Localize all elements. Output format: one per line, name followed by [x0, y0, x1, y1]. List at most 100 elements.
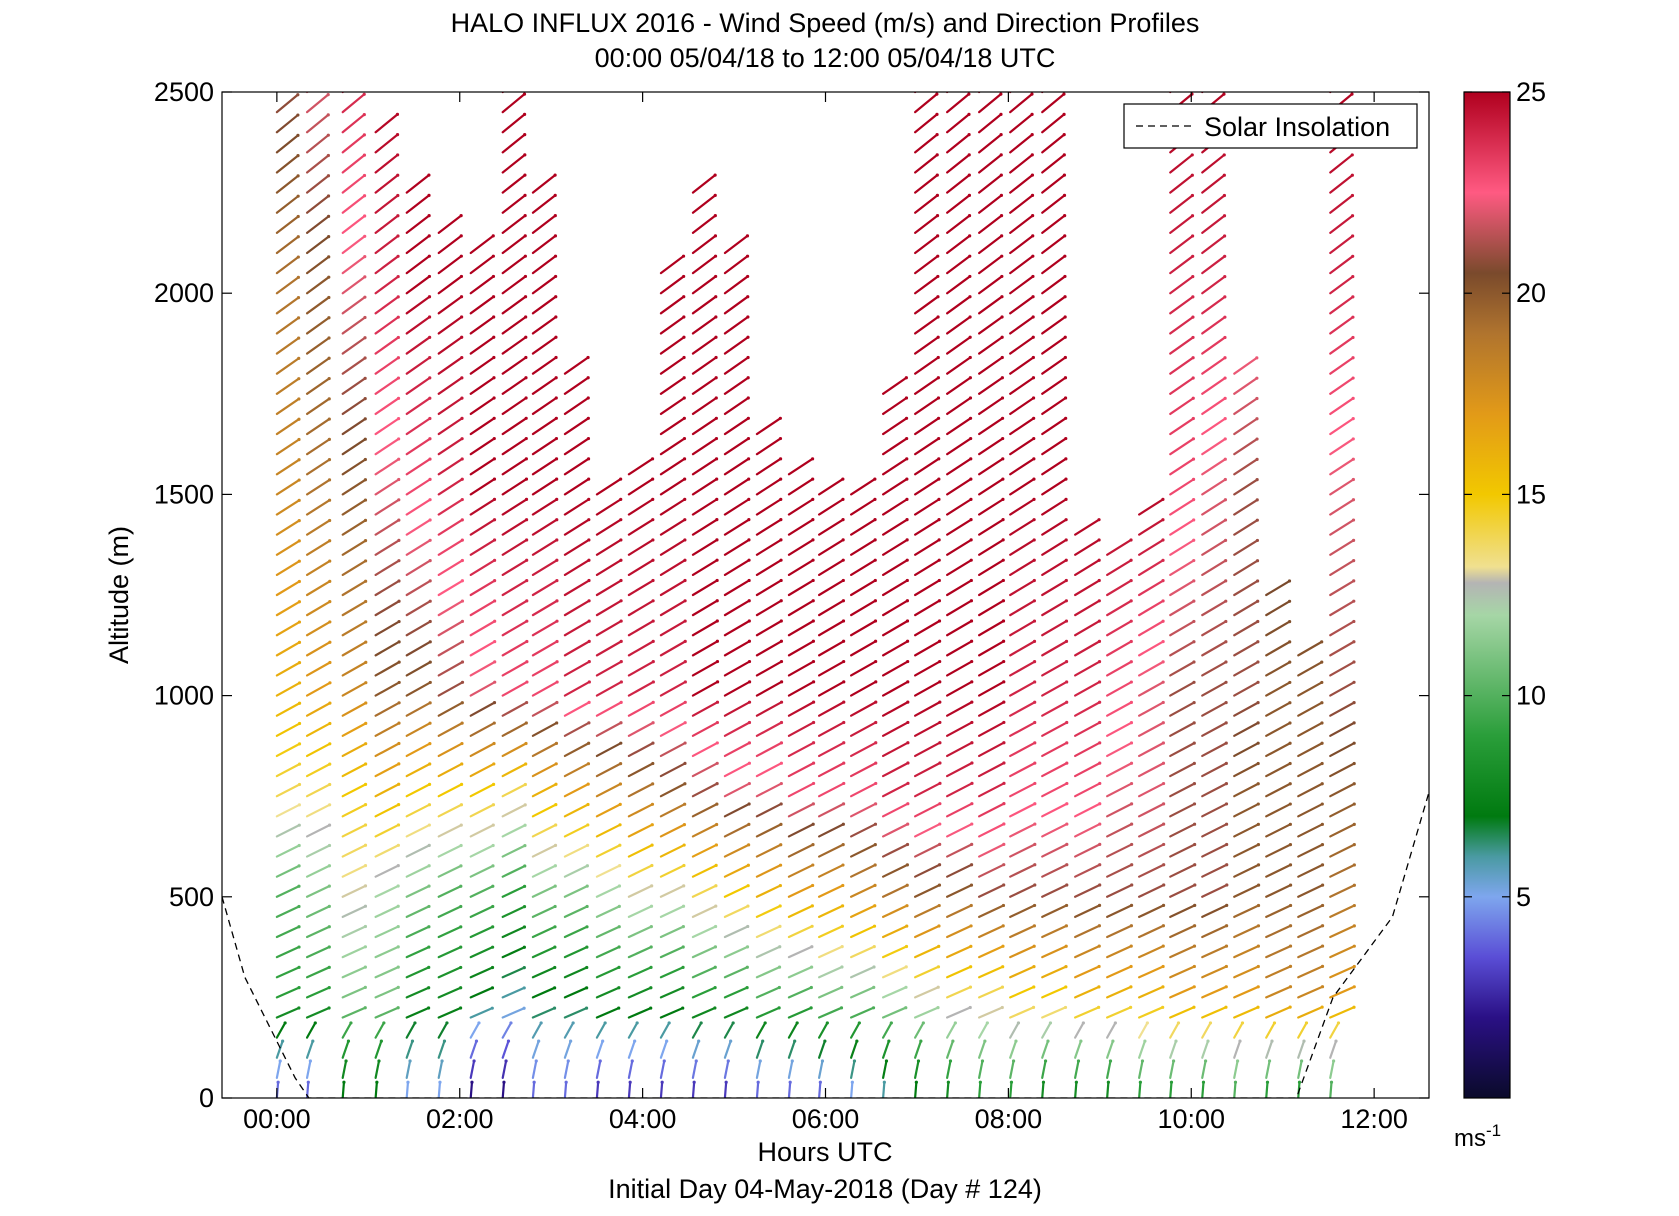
wind-barb	[1009, 376, 1036, 395]
wind-barb	[659, 680, 687, 697]
wind-barb	[755, 863, 783, 878]
wind-barb	[1138, 1039, 1147, 1059]
wind-barb	[723, 884, 750, 898]
wind-barb	[595, 1021, 607, 1039]
wind-barb	[787, 843, 815, 858]
wind-barb	[946, 1005, 972, 1019]
wind-barb	[850, 720, 878, 737]
wind-barb	[501, 153, 527, 174]
wind-barb	[1169, 295, 1195, 315]
wind-barb	[914, 822, 942, 838]
wind-barb	[1138, 741, 1165, 758]
wind-barb	[1169, 396, 1195, 416]
wind-barb	[1233, 457, 1259, 476]
wind-barb	[1041, 335, 1067, 355]
wind-barb	[405, 335, 432, 355]
wind-barb	[1041, 599, 1068, 617]
wind-barb	[437, 619, 465, 637]
wind-barb	[405, 843, 431, 858]
wind-barb	[1009, 295, 1035, 315]
wind-barb	[305, 316, 331, 335]
wind-barb	[437, 254, 463, 275]
wind-barb	[501, 92, 527, 114]
wind-barb	[1138, 822, 1166, 838]
wind-barb	[946, 477, 973, 496]
wind-barb	[1138, 761, 1166, 778]
wind-barb	[563, 376, 590, 395]
wind-barb	[1074, 1005, 1101, 1019]
wind-barb	[275, 194, 300, 214]
wind-barb	[531, 193, 557, 214]
wind-barb	[563, 355, 590, 375]
wind-barb	[305, 153, 330, 174]
wind-barb	[374, 133, 400, 154]
wind-barb	[787, 659, 816, 677]
wind-barb	[275, 397, 301, 416]
wind-barb	[787, 822, 815, 838]
wind-barb	[946, 274, 972, 295]
x-tick-label: 00:00	[243, 1104, 311, 1134]
wind-barb	[691, 1039, 701, 1059]
wind-barb	[501, 599, 529, 617]
wind-barb	[1009, 173, 1035, 194]
wind-barb	[1169, 761, 1196, 778]
wind-barb	[1233, 802, 1260, 818]
wind-barb	[914, 477, 941, 496]
wind-barb	[501, 578, 529, 597]
wind-barb	[817, 1059, 825, 1079]
wind-barb	[1009, 944, 1036, 959]
wind-barb	[978, 985, 1005, 999]
wind-barb	[850, 1039, 859, 1059]
wind-barb	[1074, 639, 1102, 657]
wind-barb	[691, 720, 719, 737]
wind-barb	[405, 579, 432, 597]
wind-barb	[501, 1059, 508, 1079]
wind-barb	[374, 741, 401, 758]
wind-barb	[1329, 437, 1355, 456]
wind-barb	[469, 986, 495, 999]
wind-barb	[1201, 883, 1229, 898]
wind-barb	[723, 1059, 730, 1079]
wind-barb	[469, 680, 497, 697]
wind-barb	[341, 133, 366, 154]
y-tick-label: 0	[199, 1083, 214, 1113]
wind-barb	[305, 92, 309, 94]
wind-barb	[1106, 1059, 1113, 1079]
wind-barb	[595, 864, 622, 878]
wind-barb	[691, 1021, 703, 1039]
wind-barb	[1329, 985, 1356, 999]
wind-barb	[817, 599, 846, 617]
wind-barb	[1201, 477, 1227, 496]
wind-barb	[1106, 842, 1134, 858]
wind-barb	[817, 477, 845, 496]
wind-barb	[595, 558, 623, 576]
wind-barb	[531, 660, 559, 677]
wind-barb	[946, 457, 973, 476]
wind-barb	[1106, 558, 1133, 576]
wind-barb	[595, 599, 623, 617]
wind-barb	[1041, 822, 1069, 838]
wind-barb	[563, 518, 591, 536]
wind-barb	[469, 965, 495, 979]
wind-barb	[341, 1039, 351, 1059]
wind-barb	[946, 436, 973, 456]
wind-barb	[595, 518, 623, 536]
wind-barb	[659, 660, 687, 677]
wind-barb	[1009, 315, 1035, 335]
wind-barb	[627, 986, 653, 999]
wind-barb	[1265, 1039, 1274, 1059]
wind-barb	[1329, 92, 1332, 94]
wind-barb	[1201, 1080, 1206, 1098]
wind-barb	[850, 822, 878, 838]
wind-barb	[1329, 335, 1355, 355]
wind-barb	[787, 558, 815, 576]
wind-barb	[1009, 1039, 1018, 1059]
wind-barb	[850, 985, 876, 999]
wind-barb	[469, 315, 496, 335]
wind-barb	[595, 741, 623, 758]
wind-barb	[817, 741, 846, 758]
wind-barb	[787, 538, 815, 556]
wind-barb	[374, 254, 400, 275]
wind-barb	[882, 822, 910, 838]
wind-barb	[1106, 761, 1134, 778]
